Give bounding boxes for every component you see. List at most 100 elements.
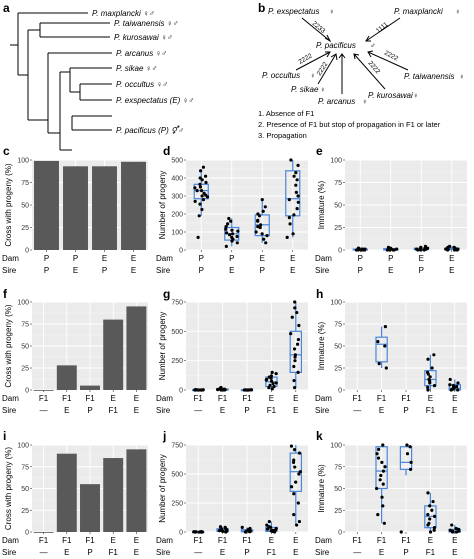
y-axis-title: Number of progeny bbox=[158, 171, 167, 239]
panel-label: h bbox=[316, 287, 323, 301]
data-point bbox=[426, 513, 430, 517]
y-tick-label: 250 bbox=[171, 501, 183, 508]
data-point bbox=[259, 223, 263, 227]
y-tick-label: 0 bbox=[338, 388, 342, 395]
data-point bbox=[298, 470, 302, 474]
data-point bbox=[195, 189, 199, 193]
data-point bbox=[225, 529, 229, 533]
y-tick-label: 100 bbox=[171, 230, 183, 237]
diagram-legend: 1. Absence of F1 2. Presence of F1 but s… bbox=[258, 109, 441, 140]
y-tick-label: 750 bbox=[171, 300, 183, 307]
data-point bbox=[448, 528, 452, 532]
data-point bbox=[432, 384, 437, 388]
dam-row-label: Dam bbox=[315, 394, 332, 403]
sire-tick-label: E bbox=[290, 266, 295, 275]
cross-code: 2222 bbox=[366, 60, 381, 76]
data-point bbox=[423, 246, 427, 250]
y-tick-label: 50 bbox=[21, 203, 29, 210]
data-point bbox=[375, 452, 379, 456]
data-point bbox=[236, 229, 240, 233]
dam-tick-label: E bbox=[419, 254, 424, 263]
data-point bbox=[293, 300, 297, 304]
data-point bbox=[198, 176, 202, 180]
data-point bbox=[287, 216, 291, 220]
sire-tick-label: P bbox=[87, 406, 92, 415]
data-point bbox=[296, 163, 300, 167]
node-name: P. maxplancki bbox=[394, 7, 443, 16]
tree-tips: P. maxplancki ♀♂ P. taiwanensis ♀♂ P. ku… bbox=[92, 9, 195, 135]
data-point bbox=[430, 366, 434, 370]
data-point bbox=[455, 384, 459, 389]
data-point bbox=[274, 381, 278, 385]
tip-label: P. kurosawai ♀♂ bbox=[114, 33, 173, 42]
data-point bbox=[256, 219, 260, 223]
data-point bbox=[270, 370, 274, 374]
data-point bbox=[428, 504, 432, 508]
data-point bbox=[456, 388, 460, 392]
panel-label: f bbox=[3, 287, 8, 301]
sire-tick-label: E bbox=[220, 548, 225, 557]
data-point bbox=[292, 347, 297, 351]
data-point bbox=[451, 385, 456, 389]
box bbox=[375, 446, 388, 490]
y-tick-label: 50 bbox=[21, 486, 29, 493]
dam-tick-label: E bbox=[290, 254, 295, 263]
dam-tick-label: E bbox=[428, 394, 433, 403]
dam-tick-label: F1 bbox=[401, 394, 411, 403]
sire-tick-label: E bbox=[229, 266, 234, 275]
data-point bbox=[264, 378, 268, 382]
dam-tick-label: P bbox=[44, 254, 49, 263]
data-point bbox=[432, 526, 437, 530]
data-point bbox=[219, 385, 223, 390]
y-axis-title: Immature (%) bbox=[317, 321, 326, 370]
box bbox=[375, 336, 388, 363]
y-tick-label: 250 bbox=[171, 358, 183, 365]
tip-label: P. arcanus ♀♂ bbox=[116, 49, 167, 58]
tip-label: P. taiwanensis ♀♂ bbox=[114, 19, 179, 28]
data-point bbox=[295, 310, 299, 315]
panel-a-phylogeny: a bbox=[3, 1, 195, 151]
bar bbox=[56, 365, 77, 390]
sire-tick-label: P bbox=[358, 266, 363, 275]
y-tick-label: 500 bbox=[171, 158, 183, 165]
data-point bbox=[288, 222, 292, 226]
panel-g-chart: g 0 250 500 750 Number of progeny Dam Sire F1 F1 F… bbox=[156, 287, 308, 415]
data-point bbox=[285, 235, 289, 239]
y-tick-label: 75 bbox=[21, 322, 29, 329]
arrow-head bbox=[325, 51, 331, 58]
dam-tick-label: E bbox=[452, 536, 457, 545]
y-axis-title: Cross with progeny (%) bbox=[4, 163, 13, 246]
data-point bbox=[193, 199, 197, 203]
y-tick-label: 0 bbox=[179, 530, 183, 537]
data-point bbox=[380, 495, 384, 499]
chart-panels: c 0 25 50 75 100 Cross with progeny (%) Dam Sire… bbox=[2, 144, 467, 557]
node-sex: ♀ bbox=[310, 71, 316, 80]
sire-row-label: Sire bbox=[2, 406, 17, 415]
dam-tick-label: E bbox=[452, 394, 457, 403]
y-tick-label: 25 bbox=[334, 508, 342, 515]
data-point bbox=[295, 523, 299, 527]
bar bbox=[80, 484, 100, 532]
data-point bbox=[426, 491, 430, 495]
y-tick-label: 400 bbox=[171, 176, 183, 183]
dam-tick-label: F1 bbox=[39, 536, 49, 545]
y-axis-title: Number of progeny bbox=[158, 454, 167, 522]
data-point bbox=[426, 372, 430, 376]
data-point bbox=[456, 381, 460, 385]
sire-tick-label: — bbox=[40, 406, 48, 415]
data-point bbox=[269, 379, 274, 383]
data-point bbox=[249, 388, 254, 392]
data-point bbox=[193, 186, 197, 190]
data-point bbox=[265, 234, 269, 238]
data-point bbox=[220, 388, 224, 392]
tip-label: P. pacificus (P) ⚥♂ bbox=[116, 125, 184, 135]
y-tick-label: 200 bbox=[171, 212, 183, 219]
panel-a-label: a bbox=[3, 1, 10, 15]
data-point bbox=[448, 383, 452, 387]
bar bbox=[121, 161, 146, 250]
y-tick-label: 25 bbox=[334, 225, 342, 232]
data-point bbox=[270, 387, 274, 391]
data-point bbox=[216, 388, 220, 392]
